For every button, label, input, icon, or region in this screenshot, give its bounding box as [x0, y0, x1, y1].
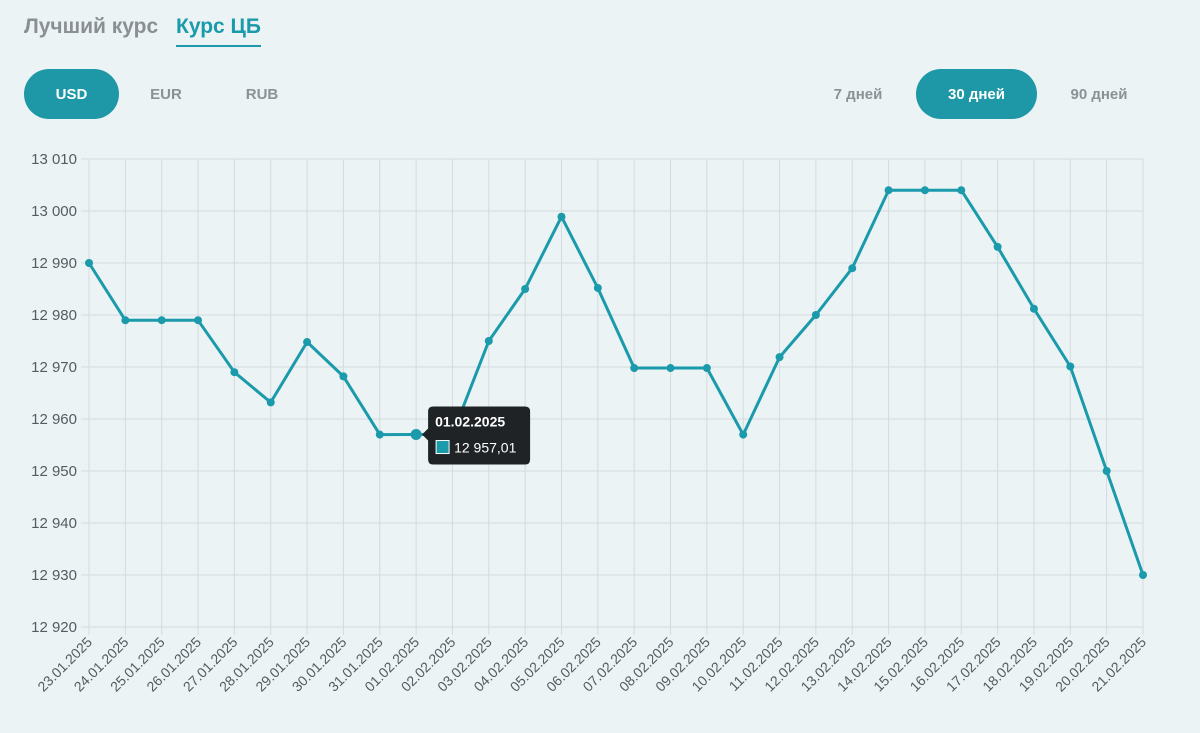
chart-grid: [81, 158, 1144, 635]
y-tick-label: 12 920: [31, 619, 77, 636]
data-point[interactable]: [775, 353, 784, 362]
data-point[interactable]: [1029, 304, 1038, 313]
y-tick-label: 12 990: [31, 255, 77, 272]
currency-eur-button[interactable]: EUR: [150, 85, 182, 103]
data-point[interactable]: [1102, 467, 1111, 475]
tab-best-rate[interactable]: Лучший курс: [24, 15, 159, 38]
data-point[interactable]: [121, 316, 130, 325]
y-tick-label: 12 940: [31, 515, 77, 532]
data-point[interactable]: [920, 186, 929, 195]
tab-cb-rate[interactable]: Курс ЦБ: [176, 14, 261, 47]
data-point[interactable]: [1066, 362, 1075, 371]
y-axis-labels: 12 920 12 930 12 940 12 950 12 960 12 970 12 9…: [31, 151, 77, 636]
data-point[interactable]: [557, 212, 566, 221]
data-point[interactable]: [630, 364, 639, 373]
data-point[interactable]: [848, 264, 857, 273]
y-tick-label: 13 000: [31, 203, 77, 220]
data-point[interactable]: [85, 259, 93, 267]
period-90-days-button[interactable]: 90 дней: [1070, 85, 1128, 103]
x-axis-labels: 23.01.202524.01.202525.01.202526.01.2025…: [34, 634, 1149, 695]
currency-usd-button[interactable]: USD: [24, 69, 119, 119]
data-point[interactable]: [194, 316, 203, 325]
data-points: [85, 186, 1147, 579]
data-point[interactable]: [339, 372, 348, 381]
series-line: [87, 188, 1145, 576]
data-point[interactable]: [521, 285, 530, 293]
tooltip-value: 12 957,01: [454, 440, 516, 456]
data-point[interactable]: [811, 311, 820, 319]
data-point[interactable]: [230, 368, 239, 377]
data-point[interactable]: [957, 186, 966, 195]
y-tick-label: 13 010: [31, 151, 77, 168]
tooltip-swatch: [435, 440, 450, 455]
y-tick-label: 12 980: [31, 307, 77, 324]
currency-rub-button[interactable]: RUB: [245, 85, 279, 103]
data-point[interactable]: [157, 316, 166, 325]
data-point[interactable]: [993, 242, 1002, 251]
data-point[interactable]: [666, 364, 675, 373]
data-point[interactable]: [739, 430, 748, 439]
data-point[interactable]: [884, 186, 893, 195]
data-point[interactable]: [303, 338, 312, 347]
tooltip-date: 01.02.2025: [435, 414, 505, 430]
y-tick-label: 12 930: [31, 567, 77, 584]
y-tick-label: 12 970: [31, 359, 77, 376]
data-point[interactable]: [593, 283, 602, 292]
data-point[interactable]: [375, 430, 384, 439]
data-point[interactable]: [410, 429, 422, 441]
data-point[interactable]: [702, 364, 711, 373]
data-point[interactable]: [484, 337, 493, 345]
chart-tooltip: 01.02.2025 12 957,01: [422, 406, 531, 465]
data-point[interactable]: [266, 398, 275, 407]
period-30-days-button[interactable]: 30 дней: [916, 69, 1037, 119]
y-tick-label: 12 960: [31, 411, 77, 428]
period-7-days-button[interactable]: 7 дней: [833, 85, 883, 103]
data-point[interactable]: [1139, 571, 1147, 579]
y-tick-label: 12 950: [31, 463, 77, 480]
